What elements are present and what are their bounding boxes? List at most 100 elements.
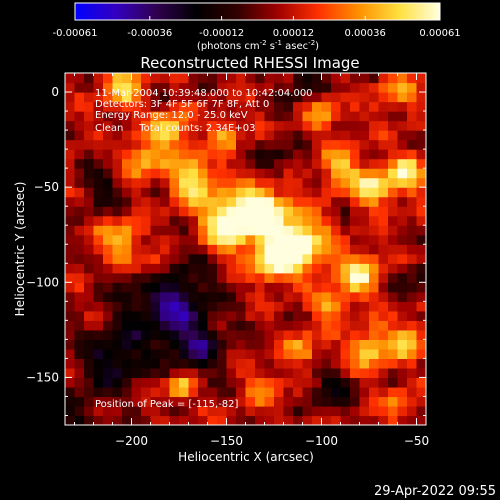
heatmap-cell [112,187,123,198]
heatmap-cell [188,92,199,103]
heatmap-cell [169,168,180,179]
heatmap-cell [350,73,361,84]
heatmap-cell [74,301,85,312]
heatmap-cell [122,339,133,350]
heatmap-cell [169,310,180,321]
heatmap-cell [397,282,408,293]
heatmap-cell [160,149,171,160]
heatmap-cell [84,396,95,407]
heatmap-cell [350,244,361,255]
heatmap-cell [207,301,218,312]
heatmap-cell [93,120,104,131]
heatmap-cell [103,348,114,359]
heatmap-cell [378,396,389,407]
heatmap-cell [93,130,104,141]
heatmap-cell [179,301,190,312]
heatmap-cell [350,130,361,141]
heatmap-cell [160,348,171,359]
heatmap-cell [369,339,380,350]
heatmap-cell [283,92,294,103]
heatmap-cell [416,291,426,302]
heatmap-cell [112,405,123,417]
heatmap-cell [388,130,399,141]
heatmap-cell [274,73,285,84]
heatmap-cell [350,358,361,369]
heatmap-cell [388,215,399,226]
heatmap-cell [207,101,218,112]
heatmap-cell [416,415,426,425]
heatmap-cell [74,139,85,150]
heatmap-cell [112,130,123,141]
heatmap-cell [179,149,190,160]
heatmap-cell [359,415,370,425]
heatmap-cell [302,101,313,112]
heatmap-cell [217,130,228,141]
heatmap-cell [93,92,104,103]
heatmap-cell [141,111,152,122]
heatmap-cell [103,320,114,331]
heatmap-cell [378,339,389,350]
heatmap-cell [198,139,209,150]
heatmap-cell [359,187,370,198]
heatmap-cell [245,329,256,340]
heatmap-cell [407,348,418,359]
heatmap-cell [141,282,152,293]
heatmap-cell [245,348,256,359]
heatmap-cell [150,339,161,350]
heatmap-cell [245,282,256,293]
heatmap-cell [84,253,95,264]
heatmap-cell [207,396,218,407]
heatmap-cell [112,158,123,169]
heatmap-cell [245,120,256,131]
heatmap-cell [264,301,275,312]
heatmap-cell [188,82,199,93]
heatmap-cell [122,405,133,417]
heatmap-cell [283,367,294,379]
heatmap-cell [350,139,361,150]
heatmap-cell [331,149,342,160]
heatmap-cell [188,396,199,407]
heatmap-cell [416,120,426,131]
heatmap-cell [283,310,294,321]
heatmap-cell [93,272,104,283]
heatmap-cell [84,415,95,425]
heatmap-cell [274,301,285,312]
heatmap-cell [93,405,104,417]
heatmap-cell [65,225,76,236]
heatmap-cell [122,111,133,122]
heatmap-cell [264,168,275,179]
heatmap-cell [416,225,426,236]
x-tick-label: −100 [305,434,338,448]
heatmap-cell [359,168,370,179]
heatmap-cell [131,73,142,84]
heatmap-cell [84,377,95,388]
heatmap-cell [74,291,85,302]
heatmap-cell [112,415,123,425]
heatmap-cell [255,215,266,226]
heatmap-cell [293,225,304,236]
heatmap-cell [245,320,256,331]
heatmap-cell [369,301,380,312]
heatmap-cell [131,149,142,160]
heatmap-cell [388,206,399,217]
heatmap-cell [226,367,237,379]
heatmap-cell [122,348,133,359]
heatmap-cell [274,225,285,236]
heatmap-cell [388,225,399,236]
heatmap-cell [283,253,294,264]
heatmap-cell [331,168,342,179]
heatmap-cell [321,310,332,321]
heatmap-cell [179,339,190,350]
heatmap-cell [74,111,85,122]
heatmap-cell [245,158,256,169]
heatmap-cell [226,111,237,122]
heatmap-cell [84,348,95,359]
heatmap-cell [245,130,256,141]
heatmap-cell [369,272,380,283]
heatmap-cell [188,301,199,312]
heatmap-cell [388,272,399,283]
heatmap-cell [397,168,408,179]
heatmap-cell [312,187,323,198]
heatmap-cell [255,111,266,122]
heatmap-cell [198,377,209,388]
